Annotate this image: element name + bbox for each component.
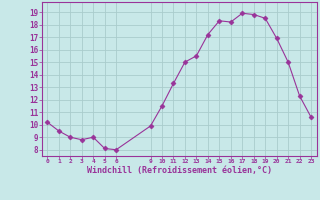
X-axis label: Windchill (Refroidissement éolien,°C): Windchill (Refroidissement éolien,°C) bbox=[87, 166, 272, 175]
